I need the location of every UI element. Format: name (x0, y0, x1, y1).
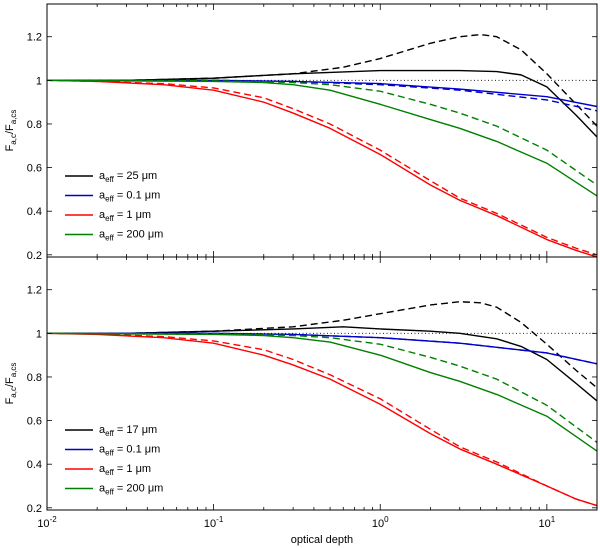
series-line-top-1 (47, 33, 597, 127)
x-tick-label: 101 (538, 515, 555, 530)
y-tick-label: 0.4 (27, 459, 42, 471)
series-line-top-4 (47, 79, 597, 257)
legend-label: aeff = 200 μm (99, 229, 163, 243)
legend-label: aeff = 25 μm (99, 170, 157, 184)
y-tick-label: 0.6 (27, 163, 42, 175)
y-tick-label: 0.8 (27, 119, 42, 131)
y-tick-label: 1.2 (27, 285, 42, 297)
legend-label: aeff = 200 μm (99, 483, 163, 497)
y-tick-label: 0.2 (27, 503, 42, 515)
legend-label: aeff = 0.1 μm (99, 444, 160, 458)
legend-label: aeff = 17 μm (99, 424, 157, 438)
x-axis-label: optical depth (291, 534, 353, 546)
x-tick-label: 10-1 (204, 515, 224, 530)
axes-frame (46, 256, 598, 511)
y-tick-label: 0.4 (27, 206, 42, 218)
series-line-bottom-4 (47, 332, 597, 507)
y-tick-label: 1.2 (27, 32, 42, 44)
series-line-bottom-5 (47, 332, 597, 507)
panel-bottom: 0.2 0.4 0.6 0.8 1 1.2 Fa,c/Fa,cs aeff = 17 μm ae… (4, 256, 598, 515)
legend-label: aeff = 1 μm (99, 209, 151, 223)
y-tick-label: 0.8 (27, 372, 42, 384)
y-tick-label: 1 (36, 328, 42, 340)
y-tick-label: 0.2 (27, 250, 42, 262)
series-line-bottom-1 (47, 301, 597, 389)
series-group (47, 33, 597, 257)
legend-label: aeff = 0.1 μm (99, 190, 160, 204)
y-tick-label: 1 (36, 75, 42, 87)
legend-label: aeff = 1 μm (99, 463, 151, 477)
panel-top: 0.2 0.4 0.6 0.8 1 1.2 Fa,c/Fa,cs aeff = 25 μm ae… (4, 3, 598, 262)
y-axis-label: Fa,c/Fa,cs (4, 110, 18, 152)
x-tick-label: 10-2 (37, 515, 57, 530)
x-tick-label: 100 (372, 515, 389, 530)
y-axis-label: Fa,c/Fa,cs (4, 363, 18, 405)
y-tick-label: 0.6 (27, 416, 42, 428)
series-line-top-5 (47, 79, 597, 256)
series-group (47, 301, 597, 507)
